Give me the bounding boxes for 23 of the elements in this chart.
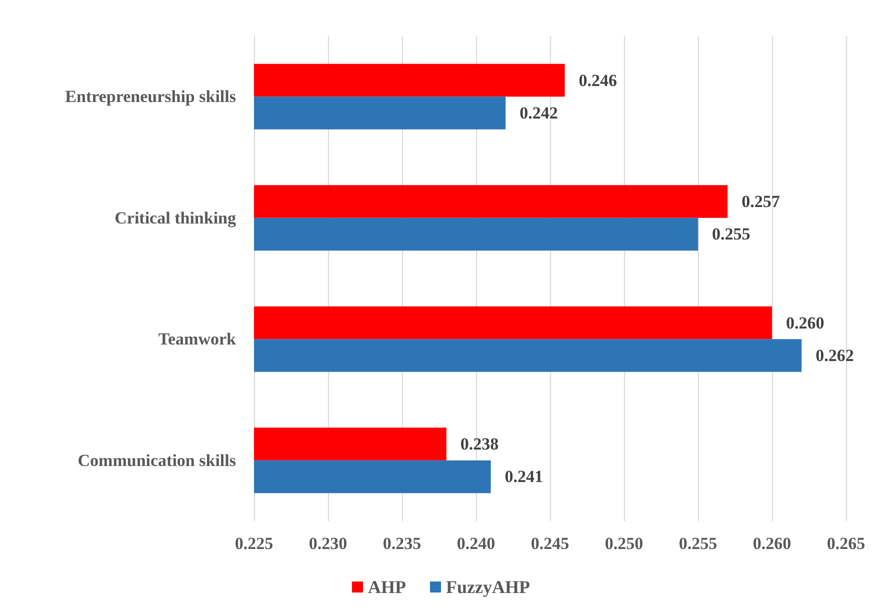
data-label: 0.255 — [712, 224, 750, 244]
text: 0.260 — [752, 534, 792, 553]
data-label: 0.242 — [520, 103, 558, 122]
y-tick-label: Critical thinking — [114, 208, 236, 228]
y-tick-label: Teamwork — [158, 330, 237, 349]
data-label: 0.262 — [816, 346, 854, 365]
text: 0.235 — [382, 534, 422, 553]
data-label: 0.241 — [504, 467, 544, 486]
data-label: 0.260 — [786, 313, 824, 332]
y-tick-label: Entrepreneurship skills — [65, 87, 236, 106]
text: 0.265 — [826, 534, 866, 553]
data-label: 0.246 — [578, 70, 618, 90]
legend-label: AHP — [368, 577, 406, 597]
text: 0.225 — [234, 534, 274, 553]
text: 0.240 — [456, 534, 496, 553]
text: 0.255 — [678, 534, 718, 553]
y-tick-label: Communication skills — [78, 450, 236, 470]
data-label: 0.238 — [460, 434, 499, 454]
text: 0.230 — [308, 534, 348, 553]
legend-label: FuzzyAHP — [446, 577, 530, 597]
data-label: 0.257 — [742, 192, 780, 212]
text: 0.245 — [530, 534, 570, 553]
text: 0.250 — [604, 534, 644, 553]
